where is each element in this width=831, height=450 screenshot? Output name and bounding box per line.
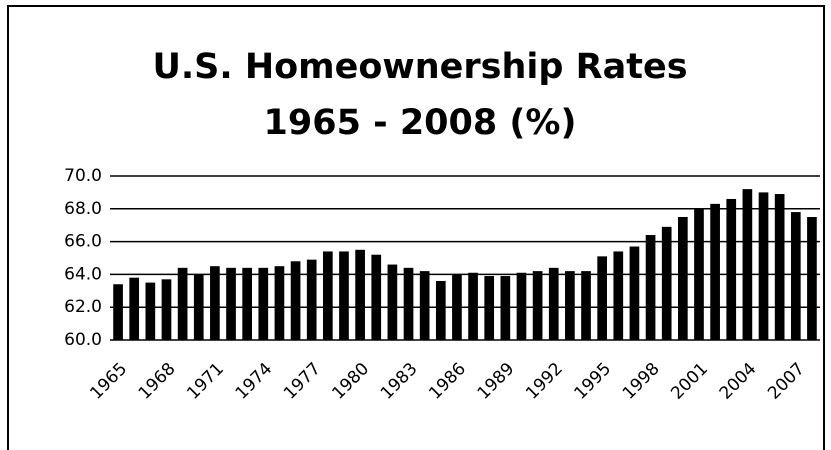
bar bbox=[790, 212, 801, 340]
bar bbox=[581, 271, 591, 340]
chart-subtitle: 1965 - 2008 (%) bbox=[264, 103, 577, 143]
bar bbox=[548, 267, 559, 340]
bar bbox=[774, 194, 785, 340]
x-tick-label: 1971 bbox=[183, 359, 228, 404]
bar bbox=[306, 259, 317, 340]
x-tick-label: 1995 bbox=[570, 359, 615, 404]
bar bbox=[274, 266, 285, 340]
bar bbox=[129, 277, 140, 340]
bar bbox=[435, 280, 446, 340]
bar bbox=[193, 274, 204, 340]
y-tick-label: 64.0 bbox=[64, 264, 102, 284]
x-tick-label: 1977 bbox=[280, 359, 325, 404]
y-tick-label: 60.0 bbox=[64, 330, 102, 350]
bar bbox=[371, 254, 382, 340]
bar bbox=[242, 267, 252, 340]
bar bbox=[661, 226, 672, 340]
bar bbox=[161, 279, 172, 340]
bar bbox=[339, 251, 349, 340]
bar bbox=[177, 267, 188, 340]
bar bbox=[484, 276, 495, 340]
x-tick-label: 1989 bbox=[474, 359, 519, 404]
bar bbox=[532, 271, 543, 340]
bar bbox=[742, 189, 753, 340]
y-tick-label: 66.0 bbox=[64, 232, 102, 252]
bar bbox=[290, 261, 301, 340]
bar bbox=[597, 256, 607, 340]
bar bbox=[145, 282, 156, 340]
y-tick-label: 68.0 bbox=[64, 199, 102, 219]
bar bbox=[355, 249, 365, 340]
bar bbox=[226, 267, 236, 340]
x-tick-label: 1968 bbox=[135, 359, 180, 404]
x-tick-label: 1992 bbox=[522, 359, 567, 404]
bar bbox=[500, 276, 511, 340]
x-tick-label: 1983 bbox=[377, 359, 422, 404]
x-tick-label: 1965 bbox=[86, 359, 131, 404]
x-tick-label: 2004 bbox=[716, 359, 761, 404]
bar bbox=[565, 271, 575, 340]
bar bbox=[613, 251, 624, 340]
bar bbox=[258, 267, 269, 340]
bar bbox=[629, 246, 640, 340]
bar bbox=[678, 217, 688, 340]
bar bbox=[516, 272, 527, 340]
y-tick-label: 62.0 bbox=[64, 297, 102, 317]
x-tick-label: 1980 bbox=[328, 359, 373, 404]
chart-title: U.S. Homeownership Rates bbox=[152, 47, 687, 87]
chart-frame bbox=[7, 5, 825, 450]
bar bbox=[694, 208, 704, 340]
bar bbox=[323, 251, 333, 340]
x-tick-label: 2001 bbox=[667, 359, 712, 404]
bar bbox=[710, 203, 720, 340]
bar bbox=[419, 271, 430, 340]
x-tick-label: 2007 bbox=[764, 359, 809, 404]
bar bbox=[452, 274, 462, 340]
bar bbox=[113, 284, 123, 340]
bar bbox=[210, 266, 220, 340]
y-tick-label: 70.0 bbox=[64, 166, 102, 186]
bar bbox=[726, 198, 737, 340]
x-tick-label: 1974 bbox=[232, 359, 277, 404]
bar bbox=[387, 264, 398, 340]
x-tick-label: 1986 bbox=[425, 359, 470, 404]
bar bbox=[468, 272, 478, 340]
bar bbox=[403, 267, 414, 340]
x-tick-label: 1998 bbox=[619, 359, 664, 404]
bar bbox=[807, 217, 817, 340]
bar bbox=[758, 192, 769, 340]
bar bbox=[645, 235, 656, 340]
